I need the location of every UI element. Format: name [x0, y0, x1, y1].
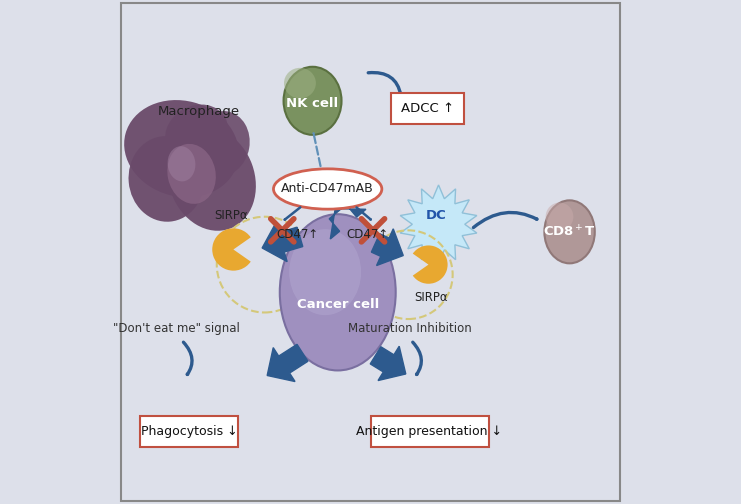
- FancyBboxPatch shape: [140, 416, 239, 447]
- Ellipse shape: [167, 144, 216, 204]
- Wedge shape: [212, 228, 250, 271]
- Text: Antigen presentation ↓: Antigen presentation ↓: [356, 425, 502, 438]
- Text: Macrophage: Macrophage: [158, 105, 240, 118]
- Ellipse shape: [167, 127, 256, 231]
- Wedge shape: [413, 245, 448, 284]
- Text: CD47↑: CD47↑: [347, 228, 389, 241]
- Ellipse shape: [128, 136, 205, 222]
- Ellipse shape: [194, 111, 250, 176]
- Text: "Don't eat me" signal: "Don't eat me" signal: [113, 322, 240, 335]
- Text: CD47↑: CD47↑: [276, 228, 319, 241]
- Ellipse shape: [545, 200, 595, 263]
- Polygon shape: [268, 344, 308, 382]
- Polygon shape: [371, 229, 403, 266]
- FancyBboxPatch shape: [391, 93, 464, 124]
- Text: Anti-CD47mAB: Anti-CD47mAB: [282, 182, 374, 196]
- Text: SIRPα: SIRPα: [214, 209, 247, 222]
- Polygon shape: [262, 223, 303, 262]
- Text: DC: DC: [425, 209, 446, 222]
- FancyBboxPatch shape: [370, 416, 489, 447]
- Ellipse shape: [284, 68, 316, 98]
- Text: Maturation Inhibition: Maturation Inhibition: [348, 322, 472, 335]
- Polygon shape: [400, 185, 477, 264]
- Text: Cancer cell: Cancer cell: [296, 298, 379, 311]
- Polygon shape: [370, 346, 406, 381]
- Text: SIRPα: SIRPα: [414, 291, 448, 304]
- Ellipse shape: [280, 214, 396, 370]
- Ellipse shape: [124, 100, 239, 197]
- Ellipse shape: [284, 67, 342, 135]
- Text: CD8$^+$T: CD8$^+$T: [543, 224, 596, 239]
- Text: ADCC ↑: ADCC ↑: [401, 102, 454, 115]
- Text: Phagocytosis ↓: Phagocytosis ↓: [141, 425, 237, 438]
- Text: NK cell: NK cell: [287, 97, 339, 110]
- Ellipse shape: [165, 104, 228, 163]
- Ellipse shape: [545, 203, 574, 231]
- Ellipse shape: [289, 229, 361, 315]
- Polygon shape: [329, 205, 366, 239]
- Ellipse shape: [273, 169, 382, 209]
- Ellipse shape: [167, 146, 196, 181]
